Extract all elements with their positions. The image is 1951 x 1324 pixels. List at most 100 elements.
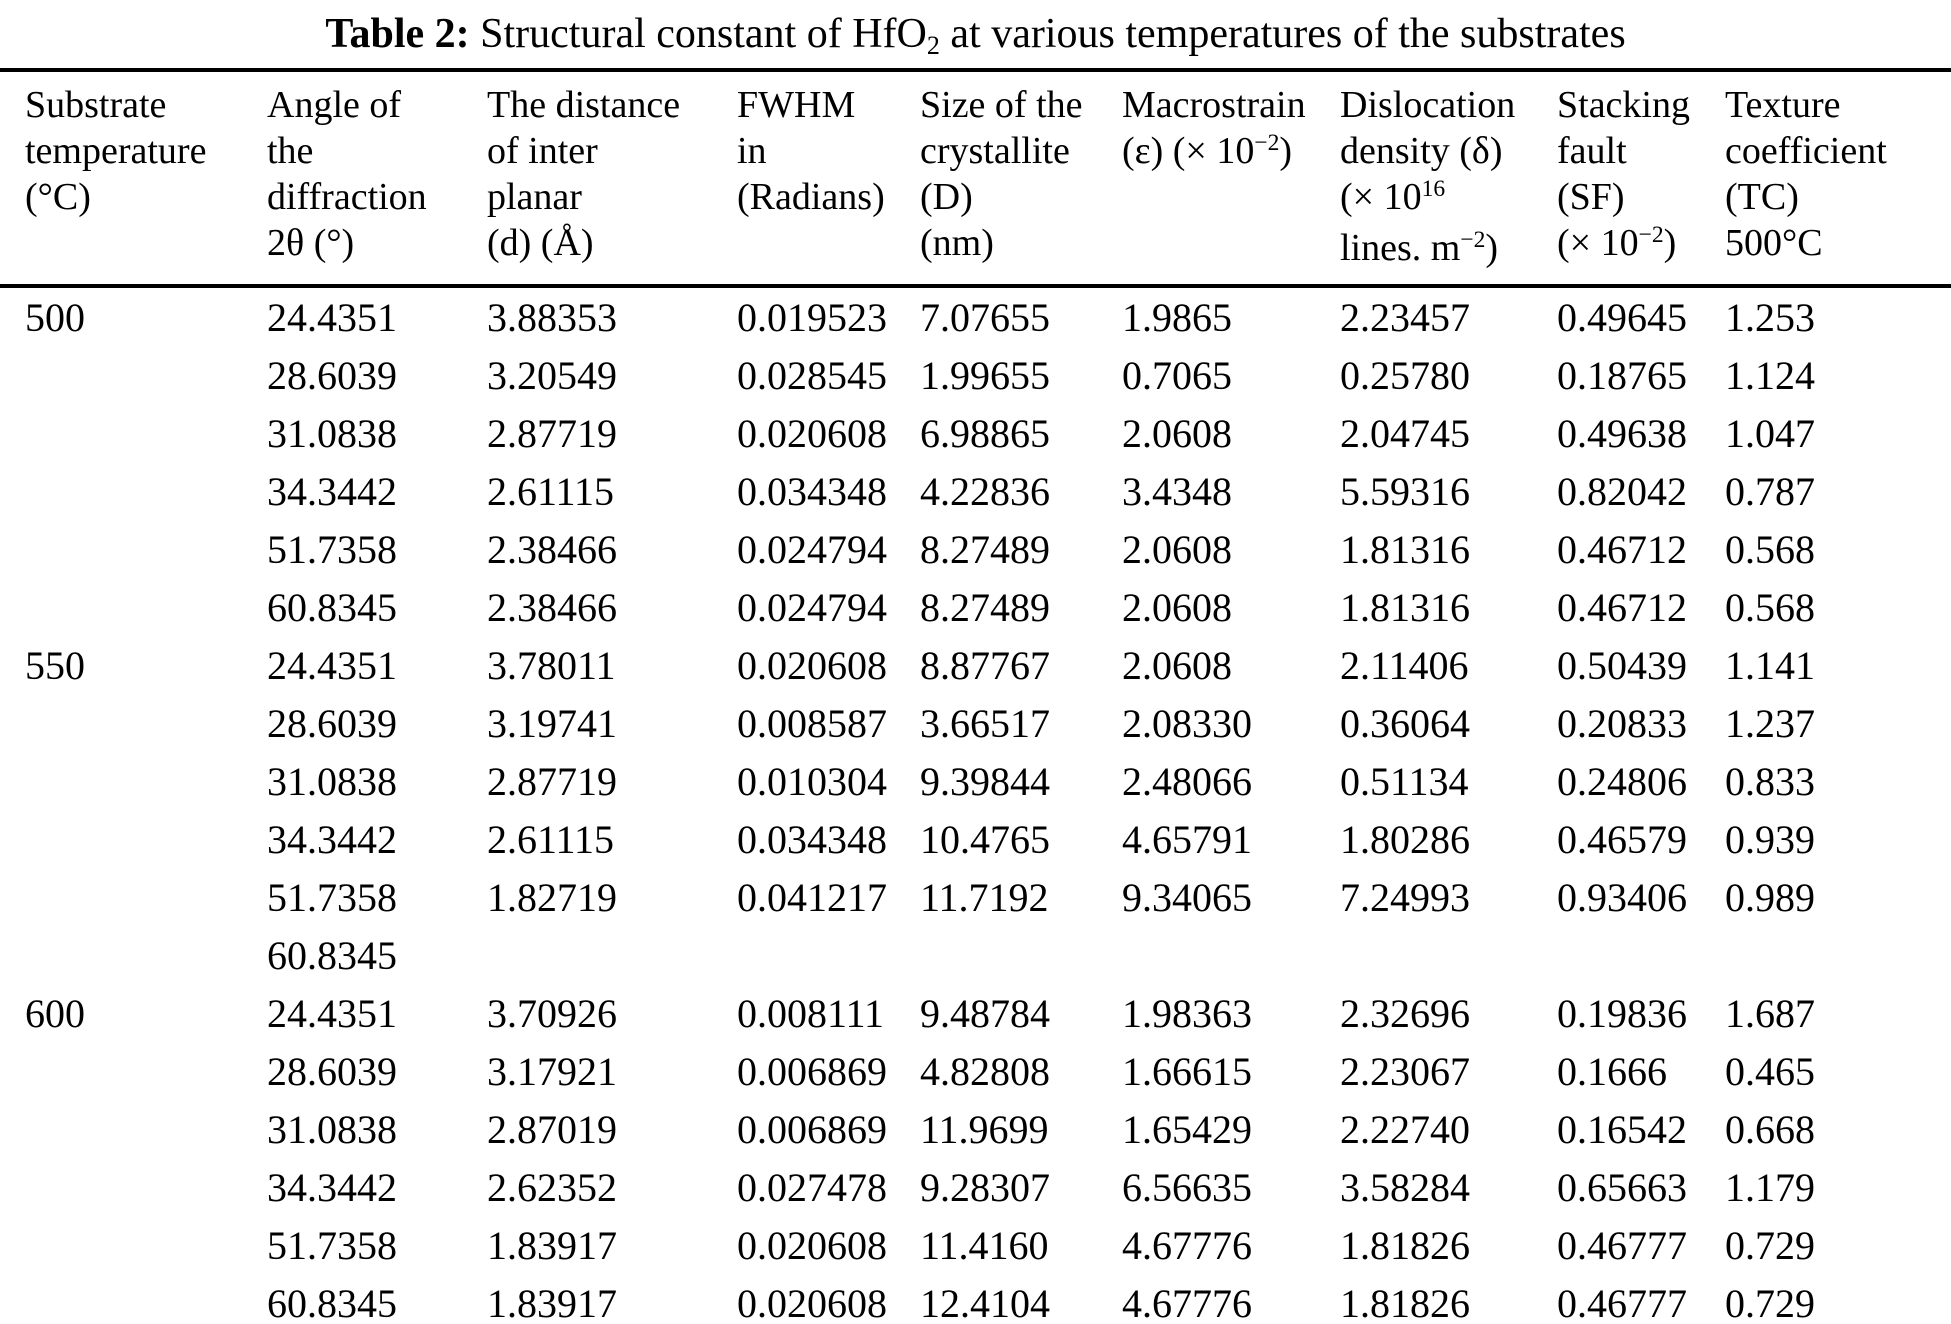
cell-stacking-fault: 0.46777 <box>1557 1280 1687 1324</box>
cell-texture-coefficient: 0.729 <box>1725 1280 1815 1324</box>
cell-macrostrain: 1.98363 <box>1122 990 1252 1036</box>
column-header-diffraction-angle: Angle of the diffraction 2θ (°) <box>267 70 487 288</box>
cell-dislocation-density: 0.51134 <box>1340 758 1469 804</box>
cell-macrostrain: 0.7065 <box>1122 352 1232 398</box>
cell-dislocation-density: 0.25780 <box>1340 352 1470 398</box>
cell-diffraction-angle: 31.0838 <box>267 410 397 456</box>
cell-texture-coefficient: 0.568 <box>1725 584 1815 630</box>
column-header-line: The distance <box>487 84 681 126</box>
cell-fwhm: 0.019523 <box>737 294 887 340</box>
table-row: 60.8345 1.83917 0.020608 12.4104 4.67776 1.81… <box>0 1274 1951 1324</box>
cell-dislocation-density: 1.80286 <box>1340 816 1470 862</box>
cell-substrate-temperature: 550 <box>25 642 85 688</box>
cell-texture-coefficient: 1.179 <box>1725 1164 1815 1210</box>
cell-substrate-temperature: 500 <box>25 294 85 340</box>
cell-texture-coefficient: 0.833 <box>1725 758 1815 804</box>
cell-interplanar-distance: 3.70926 <box>487 990 617 1036</box>
column-header-texture-coefficient: Texture coefficient (TC) 500°C <box>1725 70 1951 288</box>
cell-dislocation-density: 7.24993 <box>1340 874 1470 920</box>
cell-dislocation-density <box>1340 926 1557 984</box>
column-header-stacking-fault: Stacking fault (SF) (× 10−2) <box>1557 70 1725 288</box>
cell-fwhm: 0.020608 <box>737 1222 887 1268</box>
cell-stacking-fault <box>1557 926 1725 984</box>
cell-texture-coefficient: 0.939 <box>1725 816 1815 862</box>
cell-substrate-temperature <box>0 462 267 520</box>
column-header-line: Texture <box>1725 84 1841 126</box>
table-row: 34.3442 2.62352 0.027478 9.28307 6.56635 3.58… <box>0 1158 1951 1216</box>
table-row: 28.6039 3.17921 0.006869 4.82808 1.66615 2.23… <box>0 1042 1951 1100</box>
cell-dislocation-density: 3.58284 <box>1340 1164 1470 1210</box>
cell-macrostrain: 4.67776 <box>1122 1280 1252 1324</box>
cell-fwhm: 0.034348 <box>737 468 887 514</box>
cell-diffraction-angle: 28.6039 <box>267 700 397 746</box>
table-row: 51.7358 1.82719 0.041217 11.7192 9.34065 7.24… <box>0 868 1951 926</box>
cell-crystallite-size: 4.82808 <box>920 1048 1050 1094</box>
cell-macrostrain: 2.0608 <box>1122 526 1232 572</box>
cell-crystallite-size: 11.7192 <box>920 874 1049 920</box>
cell-crystallite-size: 1.99655 <box>920 352 1050 398</box>
cell-stacking-fault: 0.93406 <box>1557 874 1687 920</box>
cell-stacking-fault: 0.46712 <box>1557 584 1687 630</box>
cell-stacking-fault: 0.49638 <box>1557 410 1687 456</box>
cell-fwhm: 0.006869 <box>737 1106 887 1152</box>
cell-fwhm: 0.006869 <box>737 1048 887 1094</box>
cell-diffraction-angle: 34.3442 <box>267 816 397 862</box>
column-header-line: Angle of <box>267 84 402 126</box>
cell-dislocation-density: 2.11406 <box>1340 642 1469 688</box>
cell-macrostrain: 2.0608 <box>1122 584 1232 630</box>
cell-crystallite-size: 8.87767 <box>920 642 1050 688</box>
cell-dislocation-density: 2.32696 <box>1340 990 1470 1036</box>
cell-crystallite-size: 4.22836 <box>920 468 1050 514</box>
table-row: 60.8345 2.38466 0.024794 8.27489 2.0608 1.813… <box>0 578 1951 636</box>
column-header-fwhm: FWHM in (Radians) <box>737 70 920 288</box>
cell-macrostrain: 2.0608 <box>1122 410 1232 456</box>
table-row: 60.8345 <box>0 926 1951 984</box>
cell-macrostrain: 2.08330 <box>1122 700 1252 746</box>
cell-crystallite-size: 8.27489 <box>920 584 1050 630</box>
cell-substrate-temperature <box>0 578 267 636</box>
cell-diffraction-angle: 51.7358 <box>267 1222 397 1268</box>
column-header-line: Macrostrain <box>1122 84 1306 126</box>
cell-diffraction-angle: 60.8345 <box>267 1280 397 1324</box>
cell-crystallite-size: 9.48784 <box>920 990 1050 1036</box>
cell-texture-coefficient <box>1725 926 1951 984</box>
column-header-line: density (δ) <box>1340 130 1503 172</box>
column-header-line: (d) (Å) <box>487 222 594 264</box>
cell-crystallite-size: 9.39844 <box>920 758 1050 804</box>
cell-fwhm: 0.024794 <box>737 584 887 630</box>
cell-interplanar-distance: 3.19741 <box>487 700 617 746</box>
column-header-line: lines. m−2) <box>1340 227 1499 269</box>
cell-stacking-fault: 0.19836 <box>1557 990 1687 1036</box>
cell-texture-coefficient: 0.787 <box>1725 468 1815 514</box>
cell-interplanar-distance: 2.61115 <box>487 468 615 514</box>
cell-diffraction-angle: 24.4351 <box>267 642 397 688</box>
column-header-line: of inter <box>487 130 598 172</box>
cell-substrate-temperature <box>0 1274 267 1324</box>
cell-diffraction-angle: 34.3442 <box>267 1164 397 1210</box>
cell-stacking-fault: 0.82042 <box>1557 468 1687 514</box>
cell-macrostrain <box>1122 926 1340 984</box>
cell-diffraction-angle: 24.4351 <box>267 990 397 1036</box>
cell-fwhm: 0.008587 <box>737 700 887 746</box>
table-row: 28.6039 3.20549 0.028545 1.99655 0.7065 0.257… <box>0 346 1951 404</box>
cell-stacking-fault: 0.20833 <box>1557 700 1687 746</box>
cell-dislocation-density: 1.81316 <box>1340 526 1470 572</box>
cell-macrostrain: 2.0608 <box>1122 642 1232 688</box>
column-header-substrate-temperature: Substrate temperature (°C) <box>0 70 267 288</box>
cell-stacking-fault: 0.65663 <box>1557 1164 1687 1210</box>
table-row: 31.0838 2.87719 0.020608 6.98865 2.0608 2.047… <box>0 404 1951 462</box>
cell-stacking-fault: 0.16542 <box>1557 1106 1687 1152</box>
cell-crystallite-size: 11.9699 <box>920 1106 1049 1152</box>
column-header-line: the <box>267 130 314 172</box>
cell-crystallite-size: 10.4765 <box>920 816 1050 862</box>
column-header-line: temperature <box>25 130 207 172</box>
cell-interplanar-distance: 3.20549 <box>487 352 617 398</box>
column-header-crystallite-size: Size of the crystallite (D) (nm) <box>920 70 1122 288</box>
cell-diffraction-angle: 28.6039 <box>267 1048 397 1094</box>
cell-diffraction-angle: 51.7358 <box>267 526 397 572</box>
cell-stacking-fault: 0.1666 <box>1557 1048 1667 1094</box>
table-header-row: Substrate temperature (°C) Angle of the diffr… <box>0 70 1951 288</box>
column-header-line: (SF) <box>1557 176 1625 218</box>
cell-diffraction-angle: 60.8345 <box>267 584 397 630</box>
column-header-line: planar <box>487 176 582 218</box>
